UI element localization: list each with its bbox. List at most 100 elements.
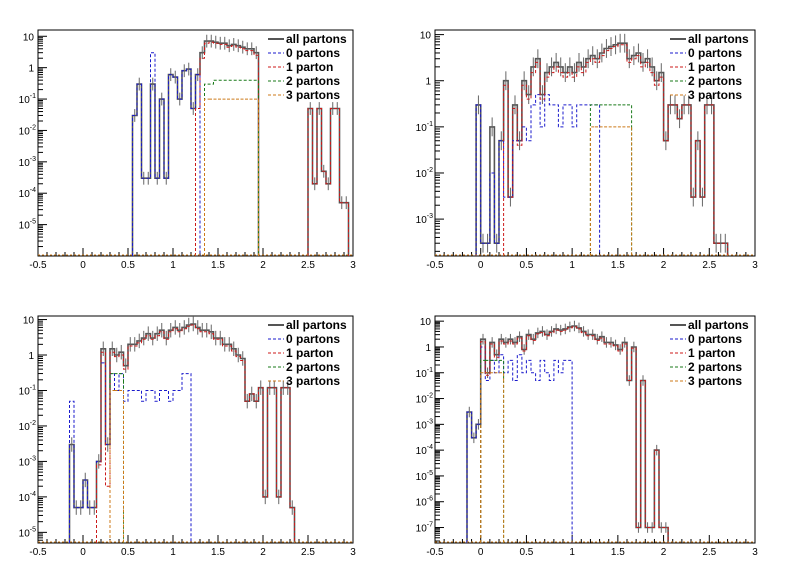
histogram-steps — [68, 323, 296, 543]
y-tick-base: 10 — [420, 317, 432, 328]
x-tick-label: -0.5 — [29, 260, 47, 271]
y-tick-exponent: -4 — [30, 491, 36, 498]
histogram-steps — [466, 346, 573, 543]
y-tick-base: 10 — [416, 420, 428, 431]
y-tick-exponent: -3 — [30, 156, 36, 163]
x-tick-label: 0.5 — [121, 260, 135, 271]
y-tick-base: 1 — [425, 77, 431, 88]
x-tick-label: 0 — [478, 547, 484, 558]
y-tick-exponent: -7 — [427, 522, 433, 529]
legend-entry: 0 partons — [688, 332, 742, 346]
x-axis-ticks: -0.5 0 0.5 1 1.5 2 2.5 3 — [29, 248, 356, 271]
y-tick-label: 10 — [23, 316, 35, 327]
x-tick-label: 0 — [478, 260, 484, 271]
x-tick-label: 0.5 — [519, 260, 533, 271]
y-tick-exponent: -6 — [427, 496, 433, 503]
y-tick-base: 10 — [416, 369, 428, 380]
y-tick-label: 10-1 — [416, 121, 433, 134]
series-3-partons — [589, 126, 633, 256]
histogram-steps — [109, 373, 124, 543]
series-0-partons — [69, 362, 192, 543]
y-tick-label: 1 — [28, 351, 34, 362]
x-tick-label: 2.5 — [301, 547, 315, 558]
histogram-steps — [204, 79, 259, 256]
x-tick-label: 3 — [350, 547, 356, 558]
legend-entry: 1 parton — [286, 346, 333, 360]
y-tick-label: 10-2 — [19, 420, 36, 433]
histogram-steps — [204, 98, 259, 256]
y-tick-label: 10 — [420, 317, 432, 328]
y-tick-base: 10 — [416, 472, 428, 483]
y-tick-label: 10-1 — [19, 93, 36, 106]
x-tick-label: 3 — [752, 260, 758, 271]
legend-entry: 1 parton — [688, 60, 735, 74]
legend-entry: 2 partons — [286, 360, 340, 374]
x-tick-label: 3 — [350, 260, 356, 271]
x-tick-label: -0.5 — [29, 547, 47, 558]
legend-entry: 1 parton — [286, 60, 333, 74]
series-0-partons — [132, 52, 201, 256]
y-tick-label: 10-2 — [19, 124, 36, 137]
x-tick-label: 2.5 — [702, 547, 716, 558]
legend-entry: all partons — [688, 32, 749, 46]
histogram-steps — [475, 94, 601, 256]
x-tick-label: 2.5 — [301, 260, 315, 271]
y-tick-label: 10-3 — [19, 455, 36, 468]
x-tick-label: -0.5 — [426, 260, 444, 271]
y-tick-exponent: -1 — [30, 384, 36, 391]
series-2-partons — [109, 373, 124, 543]
legend-entry: 0 partons — [688, 46, 742, 60]
y-tick-label: 10-4 — [19, 187, 36, 200]
series-1-parton — [503, 44, 729, 256]
x-tick-label: 2 — [260, 260, 266, 271]
x-tick-label: 0.5 — [121, 547, 135, 558]
x-tick-label: 1.5 — [211, 547, 225, 558]
series-2-partons — [480, 359, 505, 543]
y-tick-base: 10 — [416, 498, 428, 509]
y-tick-label: 10-5 — [19, 526, 36, 539]
histogram-steps — [132, 52, 201, 256]
y-tick-label: 1 — [425, 77, 431, 88]
y-tick-exponent: -1 — [427, 121, 433, 128]
series-3-partons — [109, 390, 124, 543]
x-tick-label: 3 — [752, 547, 758, 558]
y-tick-exponent: -3 — [30, 455, 36, 462]
x-tick-label: 1.5 — [611, 260, 625, 271]
histogram-steps — [109, 390, 124, 543]
x-tick-label: 2 — [661, 260, 667, 271]
y-tick-base: 10 — [19, 386, 31, 397]
legend-entry: 2 partons — [688, 74, 742, 88]
y-tick-exponent: -1 — [30, 93, 36, 100]
histogram-steps — [96, 324, 295, 543]
y-tick-base: 10 — [416, 169, 428, 180]
y-tick-exponent: -2 — [427, 393, 433, 400]
x-axis-ticks: -0.5 0 0.5 1 1.5 2 2.5 3 — [29, 535, 356, 558]
y-tick-exponent: -3 — [427, 418, 433, 425]
y-tick-exponent: -2 — [427, 167, 433, 174]
legend-entry: 3 partons — [286, 88, 340, 102]
x-tick-label: 2.5 — [702, 260, 716, 271]
y-tick-label: 10-4 — [19, 491, 36, 504]
legend-entry: all partons — [286, 318, 347, 332]
series-2-partons — [204, 79, 259, 256]
y-tick-label: 10-3 — [19, 156, 36, 169]
y-tick-base: 10 — [19, 493, 31, 504]
y-tick-label: 10 — [420, 31, 432, 42]
x-tick-label: -0.5 — [426, 547, 444, 558]
x-axis-ticks: -0.5 0 0.5 1 1.5 2 2.5 3 — [426, 535, 758, 558]
y-tick-label: 1 — [425, 343, 431, 354]
legend-entry: 3 partons — [688, 88, 742, 102]
y-tick-base: 10 — [416, 446, 428, 457]
y-tick-base: 10 — [19, 126, 31, 137]
histogram-steps — [480, 372, 505, 543]
series-0-partons — [466, 346, 573, 543]
y-tick-exponent: -2 — [30, 124, 36, 131]
legend-entry: 2 partons — [688, 360, 742, 374]
y-tick-label: 10-5 — [19, 219, 36, 232]
histogram-steps — [480, 359, 505, 543]
y-tick-base: 1 — [425, 343, 431, 354]
y-tick-label: 10-2 — [416, 393, 433, 406]
